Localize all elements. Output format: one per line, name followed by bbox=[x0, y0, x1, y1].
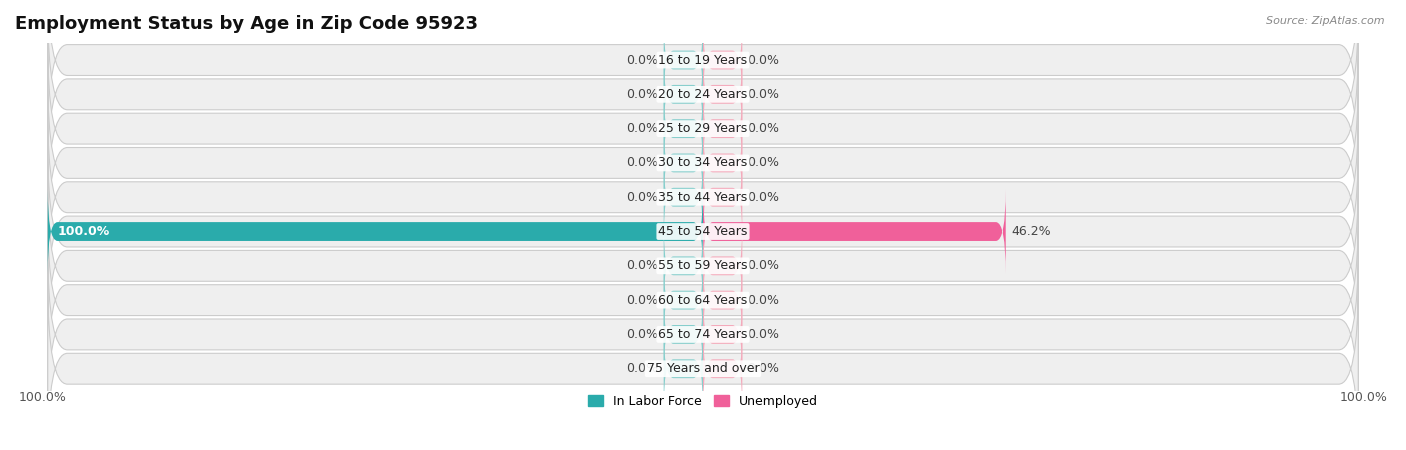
FancyBboxPatch shape bbox=[703, 18, 742, 102]
Text: 0.0%: 0.0% bbox=[627, 328, 658, 341]
FancyBboxPatch shape bbox=[664, 52, 703, 136]
FancyBboxPatch shape bbox=[48, 144, 1358, 319]
FancyBboxPatch shape bbox=[664, 86, 703, 171]
Text: 35 to 44 Years: 35 to 44 Years bbox=[658, 191, 748, 204]
Text: 100.0%: 100.0% bbox=[18, 391, 66, 404]
Text: 0.0%: 0.0% bbox=[627, 259, 658, 272]
Text: 16 to 19 Years: 16 to 19 Years bbox=[658, 54, 748, 67]
Text: 65 to 74 Years: 65 to 74 Years bbox=[658, 328, 748, 341]
Text: 100.0%: 100.0% bbox=[1340, 391, 1388, 404]
FancyBboxPatch shape bbox=[664, 224, 703, 308]
Text: 0.0%: 0.0% bbox=[627, 362, 658, 375]
Text: 0.0%: 0.0% bbox=[748, 362, 779, 375]
Text: 0.0%: 0.0% bbox=[748, 191, 779, 204]
FancyBboxPatch shape bbox=[48, 178, 1358, 353]
Text: 75 Years and over: 75 Years and over bbox=[647, 362, 759, 375]
Text: 0.0%: 0.0% bbox=[627, 122, 658, 135]
Legend: In Labor Force, Unemployed: In Labor Force, Unemployed bbox=[583, 390, 823, 413]
FancyBboxPatch shape bbox=[48, 41, 1358, 216]
Text: 100.0%: 100.0% bbox=[58, 225, 110, 238]
Text: 20 to 24 Years: 20 to 24 Years bbox=[658, 88, 748, 101]
FancyBboxPatch shape bbox=[703, 258, 742, 342]
FancyBboxPatch shape bbox=[664, 292, 703, 377]
FancyBboxPatch shape bbox=[48, 281, 1358, 450]
FancyBboxPatch shape bbox=[703, 86, 742, 171]
FancyBboxPatch shape bbox=[703, 189, 1005, 274]
FancyBboxPatch shape bbox=[703, 121, 742, 205]
FancyBboxPatch shape bbox=[48, 76, 1358, 250]
FancyBboxPatch shape bbox=[664, 155, 703, 239]
FancyBboxPatch shape bbox=[703, 155, 742, 239]
Text: 30 to 34 Years: 30 to 34 Years bbox=[658, 157, 748, 170]
Text: 0.0%: 0.0% bbox=[748, 88, 779, 101]
Text: 0.0%: 0.0% bbox=[627, 191, 658, 204]
FancyBboxPatch shape bbox=[664, 18, 703, 102]
Text: 46.2%: 46.2% bbox=[1011, 225, 1050, 238]
FancyBboxPatch shape bbox=[48, 0, 1358, 148]
FancyBboxPatch shape bbox=[48, 213, 1358, 387]
Text: 0.0%: 0.0% bbox=[627, 294, 658, 306]
Text: 0.0%: 0.0% bbox=[748, 294, 779, 306]
Text: 25 to 29 Years: 25 to 29 Years bbox=[658, 122, 748, 135]
FancyBboxPatch shape bbox=[48, 247, 1358, 422]
FancyBboxPatch shape bbox=[664, 258, 703, 342]
Text: 0.0%: 0.0% bbox=[627, 54, 658, 67]
Text: Employment Status by Age in Zip Code 95923: Employment Status by Age in Zip Code 959… bbox=[15, 15, 478, 33]
FancyBboxPatch shape bbox=[703, 52, 742, 136]
Text: 0.0%: 0.0% bbox=[748, 328, 779, 341]
Text: Source: ZipAtlas.com: Source: ZipAtlas.com bbox=[1267, 16, 1385, 26]
FancyBboxPatch shape bbox=[664, 121, 703, 205]
Text: 0.0%: 0.0% bbox=[748, 157, 779, 170]
FancyBboxPatch shape bbox=[48, 189, 703, 274]
Text: 0.0%: 0.0% bbox=[748, 122, 779, 135]
FancyBboxPatch shape bbox=[703, 292, 742, 377]
FancyBboxPatch shape bbox=[703, 224, 742, 308]
FancyBboxPatch shape bbox=[664, 327, 703, 411]
FancyBboxPatch shape bbox=[703, 327, 742, 411]
Text: 60 to 64 Years: 60 to 64 Years bbox=[658, 294, 748, 306]
Text: 0.0%: 0.0% bbox=[748, 54, 779, 67]
FancyBboxPatch shape bbox=[48, 7, 1358, 182]
Text: 55 to 59 Years: 55 to 59 Years bbox=[658, 259, 748, 272]
FancyBboxPatch shape bbox=[48, 110, 1358, 285]
Text: 45 to 54 Years: 45 to 54 Years bbox=[658, 225, 748, 238]
Text: 0.0%: 0.0% bbox=[627, 157, 658, 170]
Text: 0.0%: 0.0% bbox=[627, 88, 658, 101]
Text: 0.0%: 0.0% bbox=[748, 259, 779, 272]
